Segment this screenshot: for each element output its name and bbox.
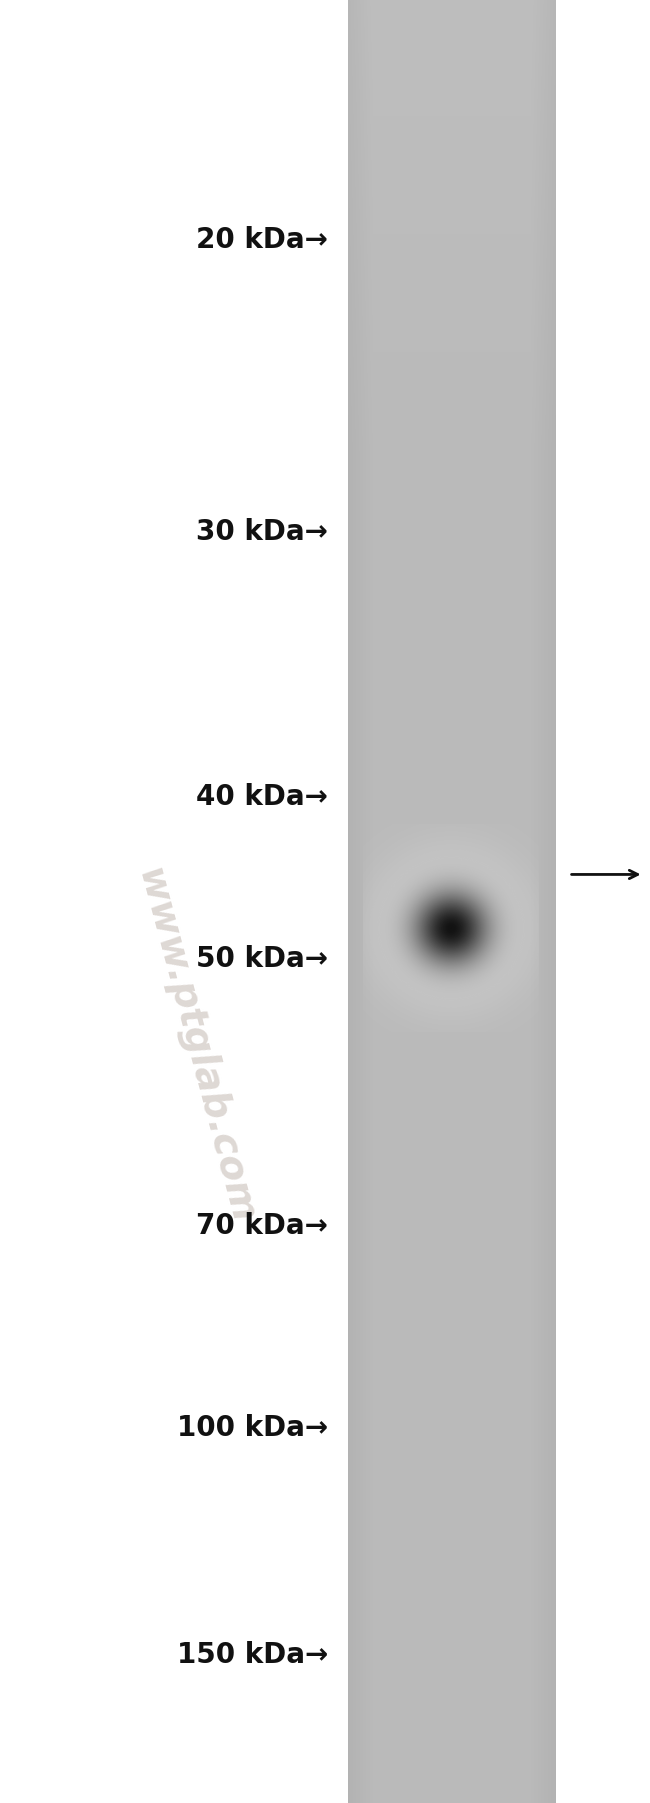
Text: 20 kDa→: 20 kDa→ [196,225,328,254]
Text: 50 kDa→: 50 kDa→ [196,945,328,974]
Text: 150 kDa→: 150 kDa→ [177,1641,328,1670]
Text: www.ptglab.com: www.ptglab.com [129,864,261,1228]
Text: 100 kDa→: 100 kDa→ [177,1414,328,1442]
Text: 70 kDa→: 70 kDa→ [196,1212,328,1240]
Text: 40 kDa→: 40 kDa→ [196,783,328,811]
Text: 30 kDa→: 30 kDa→ [196,517,328,546]
